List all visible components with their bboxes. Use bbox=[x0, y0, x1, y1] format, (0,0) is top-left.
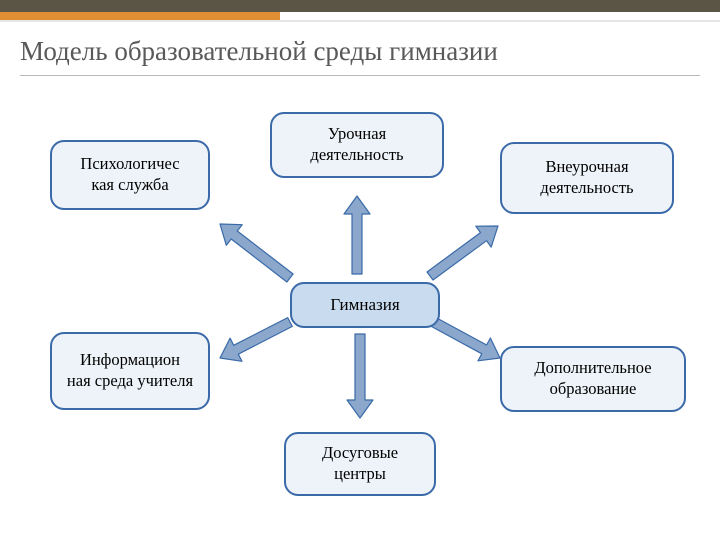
arrow bbox=[220, 318, 292, 362]
arrow bbox=[220, 224, 293, 282]
page-title: Модель образовательной среды гимназии bbox=[20, 36, 700, 67]
diagram-center-node: Гимназия bbox=[290, 282, 440, 328]
arrow bbox=[347, 334, 373, 418]
header-bar bbox=[0, 0, 720, 20]
header-bar-dark bbox=[0, 0, 720, 12]
arrow bbox=[427, 226, 498, 280]
title-underline bbox=[20, 75, 700, 76]
header-bar-thin bbox=[0, 20, 720, 22]
diagram-node: Психологическая служба bbox=[50, 140, 210, 210]
diagram-node: Внеурочная деятельность bbox=[500, 142, 674, 214]
arrow bbox=[344, 196, 370, 274]
diagram-node: Информационная среда учителя bbox=[50, 332, 210, 410]
diagram-node: Урочная деятельность bbox=[270, 112, 444, 178]
diagram-node: Досуговые центры bbox=[284, 432, 436, 496]
header-bar-accent bbox=[0, 12, 280, 20]
diagram-node: Дополнительное образование bbox=[500, 346, 686, 412]
arrow bbox=[428, 316, 500, 361]
